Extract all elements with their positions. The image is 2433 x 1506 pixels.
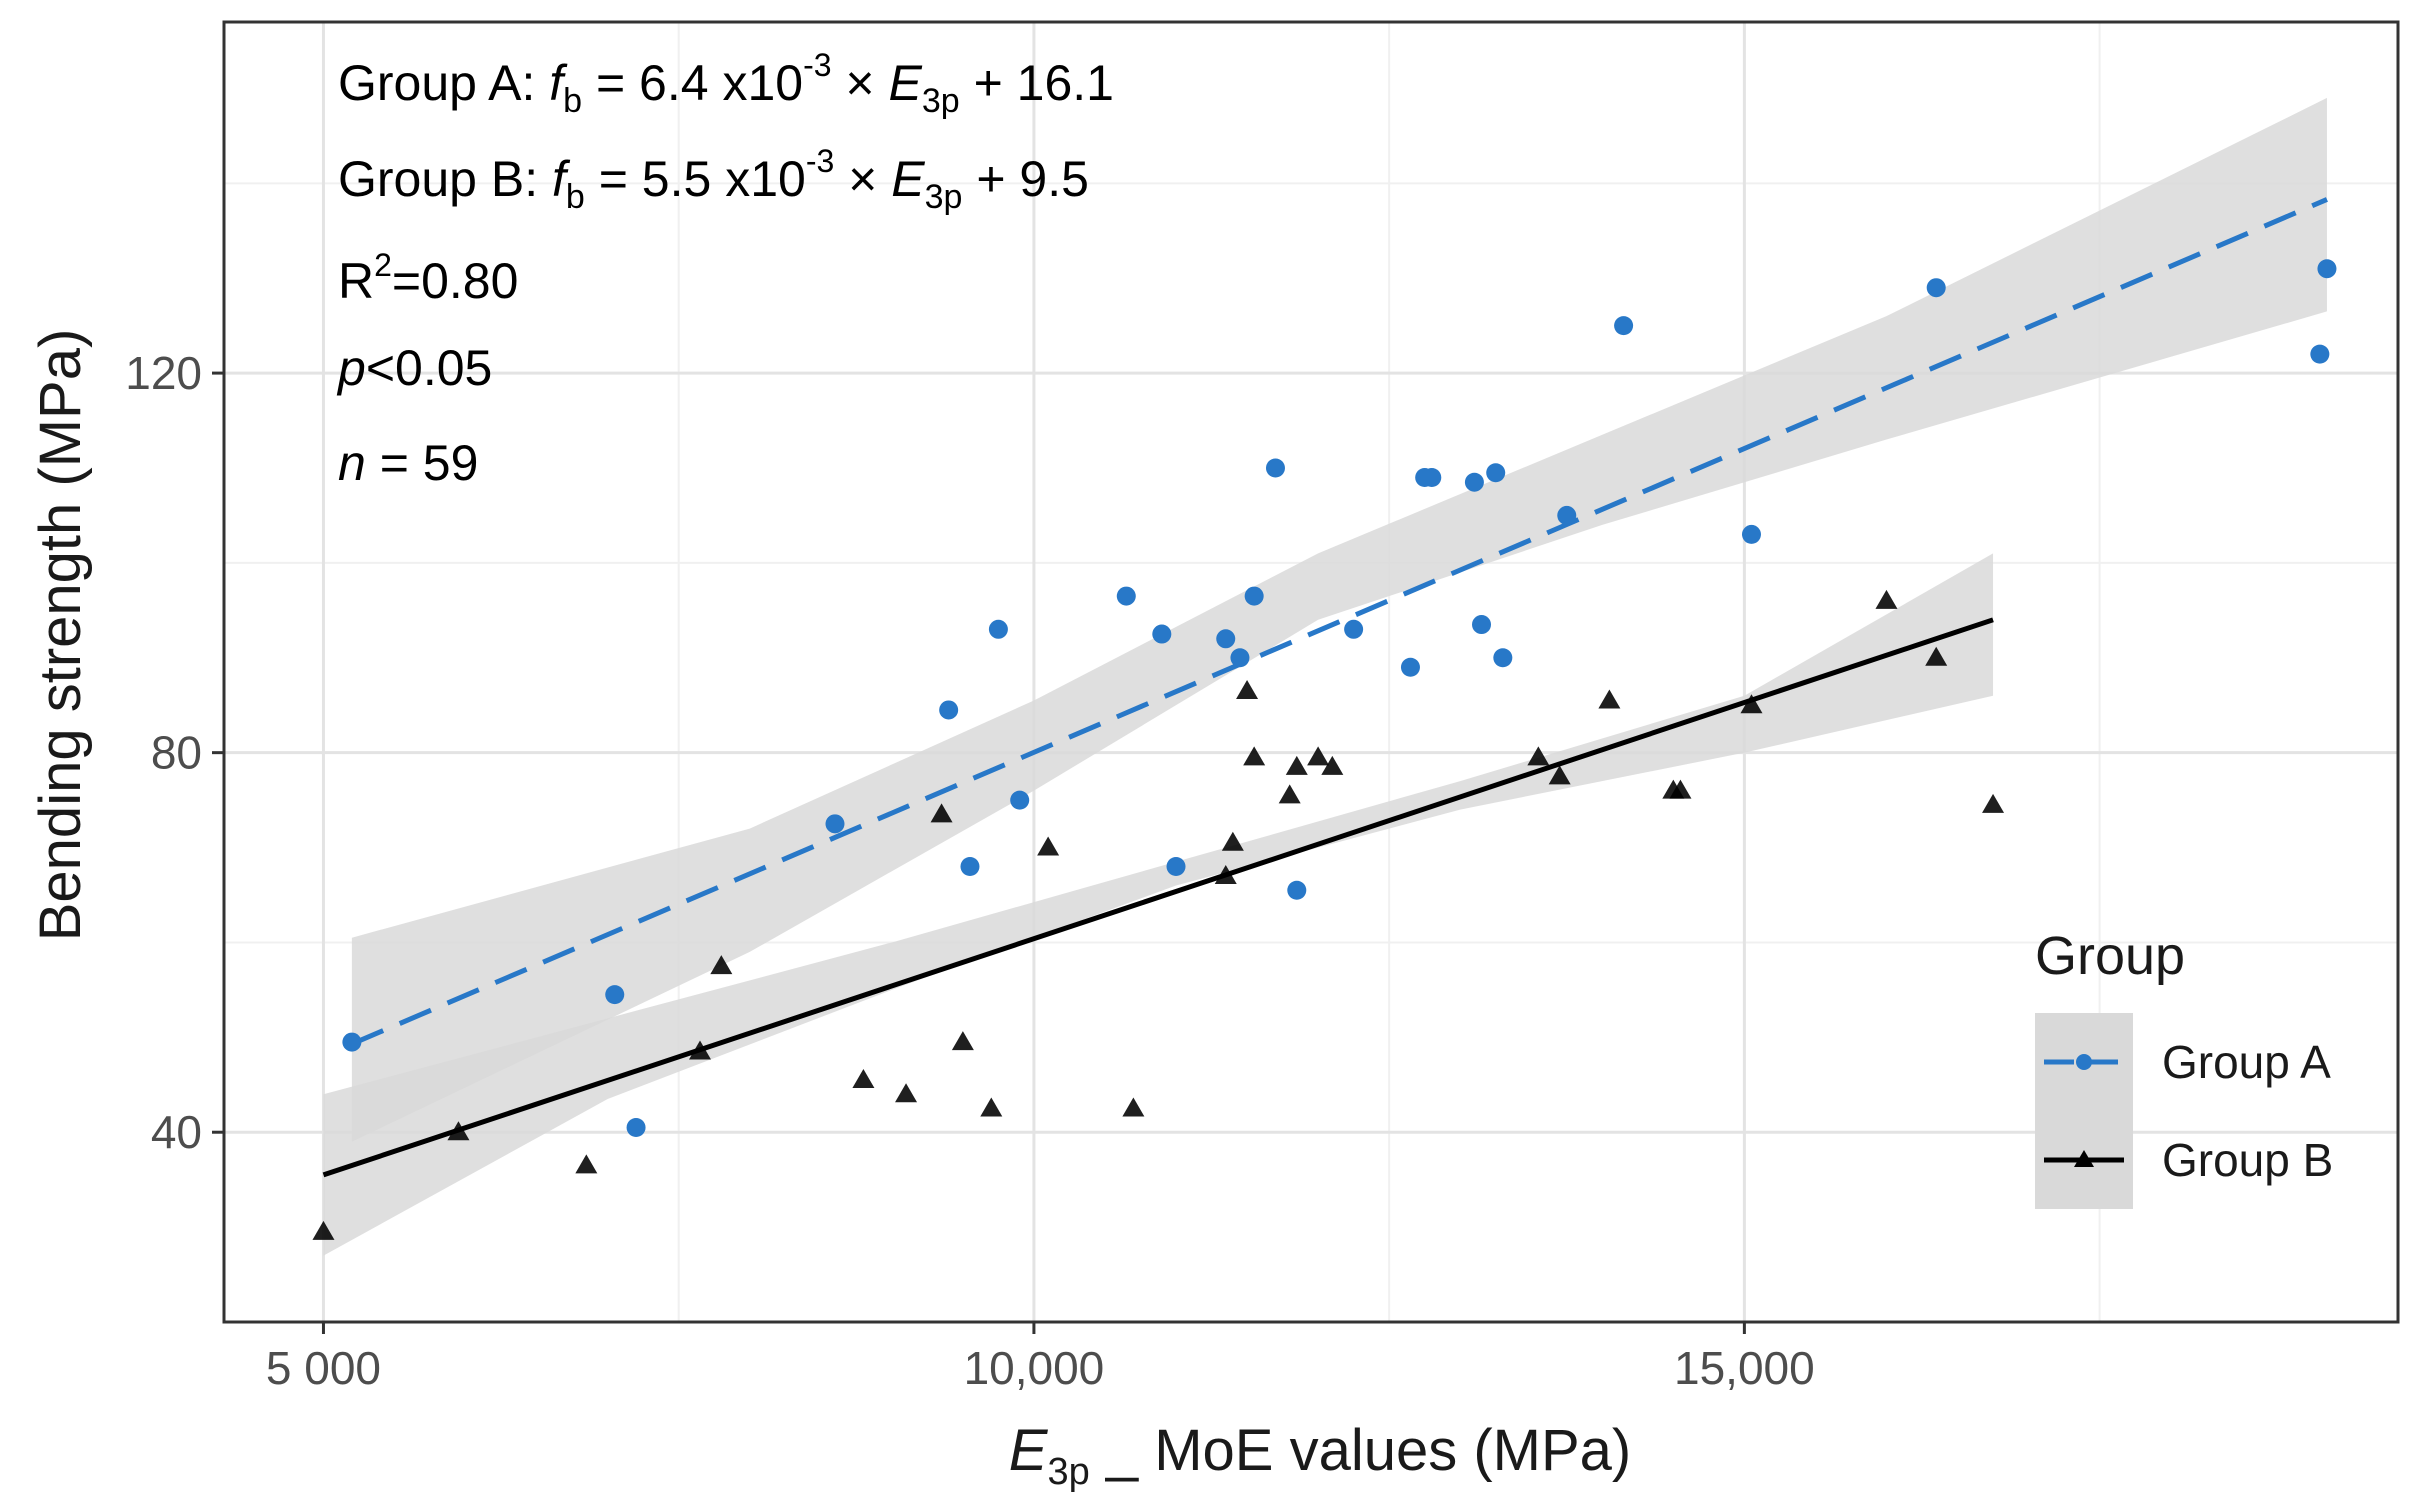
data-point-group-b bbox=[1037, 836, 1060, 856]
data-point-group-a bbox=[1400, 657, 1420, 677]
data-point-group-a bbox=[1230, 648, 1250, 668]
fit-lines bbox=[322, 197, 2328, 1178]
data-point-group-b bbox=[710, 955, 733, 975]
legend-label-b: Group B bbox=[2162, 1134, 2333, 1186]
panel-border bbox=[222, 20, 2400, 1324]
data-point-group-b bbox=[1236, 679, 1259, 699]
data-point-group-b bbox=[1214, 865, 1237, 885]
data-point-group-a bbox=[1152, 624, 1172, 644]
axis-ticks: 5 000 10,000 15,000 40 80 120 bbox=[125, 347, 1814, 1394]
data-point-group-b bbox=[1598, 689, 1621, 709]
data-point-group-b bbox=[1740, 694, 1763, 714]
y-tick-label: 120 bbox=[125, 347, 202, 399]
data-point-group-a bbox=[342, 1032, 362, 1052]
data-point-group-a bbox=[605, 985, 625, 1005]
data-point-group-a bbox=[1010, 790, 1030, 810]
data-point-group-a bbox=[939, 700, 959, 720]
legend-key-marker-a bbox=[2076, 1054, 2092, 1070]
legend: Group Group A Group B bbox=[2035, 926, 2333, 1209]
data-point-group-b bbox=[1243, 746, 1266, 766]
data-point-group-a bbox=[960, 857, 980, 877]
data-point-group-a bbox=[1464, 472, 1484, 492]
y-tick-label: 80 bbox=[151, 727, 202, 779]
data-point-group-b bbox=[951, 1031, 974, 1051]
data-point-group-a bbox=[1265, 458, 1285, 478]
data-point-group-a bbox=[1287, 880, 1307, 900]
data-point-group-a bbox=[1486, 463, 1506, 483]
data-point-group-b bbox=[895, 1083, 918, 1103]
p-value-label: p<0.05 bbox=[336, 340, 492, 396]
data-point-group-b bbox=[1875, 589, 1898, 609]
confidence-bands bbox=[323, 97, 2327, 1256]
data-point-group-b bbox=[1122, 1097, 1145, 1117]
data-point-group-a bbox=[988, 619, 1008, 639]
data-point-group-a bbox=[1216, 629, 1236, 649]
data-point-group-a bbox=[1493, 648, 1513, 668]
data-point-group-a bbox=[1422, 467, 1442, 487]
data-point-group-b bbox=[1221, 831, 1244, 851]
data-point-group-a bbox=[1472, 615, 1492, 635]
x-tick-label: 15,000 bbox=[1674, 1342, 1815, 1394]
sample-size-label: n = 59 bbox=[338, 435, 478, 491]
data-point-group-a bbox=[2310, 344, 2330, 364]
x-tick-label: 5 000 bbox=[266, 1342, 381, 1394]
data-point-group-a bbox=[1614, 316, 1634, 336]
data-point-group-b bbox=[852, 1069, 875, 1089]
y-tick-label: 40 bbox=[151, 1106, 202, 1158]
data-point-group-a bbox=[1344, 619, 1364, 639]
data-point-group-a bbox=[2317, 259, 2337, 279]
data-point-group-b bbox=[980, 1097, 1003, 1117]
x-axis-title: E3p _ MoE values (MPa) bbox=[1009, 1418, 1631, 1493]
data-point-group-b bbox=[689, 1040, 712, 1060]
data-point-group-a bbox=[1116, 586, 1136, 606]
data-point-group-b bbox=[312, 1220, 335, 1240]
data-point-group-b bbox=[1278, 784, 1301, 804]
data-point-group-a bbox=[1244, 586, 1264, 606]
legend-title: Group bbox=[2035, 926, 2185, 986]
data-point-group-b bbox=[1527, 746, 1550, 766]
data-point-group-a bbox=[1166, 857, 1186, 877]
data-point-group-a bbox=[1926, 278, 1946, 298]
confidence-band-group-a bbox=[351, 97, 2327, 1142]
data-point-group-b bbox=[1925, 646, 1948, 666]
data-point-group-a bbox=[626, 1117, 646, 1137]
r-squared-label: R2=0.80 bbox=[338, 247, 518, 309]
data-point-group-b bbox=[575, 1154, 598, 1174]
data-point-group-b bbox=[1307, 746, 1330, 766]
annotation-block: Group A: fb = 6.4 x10-3 × E3p + 16.1 Gro… bbox=[336, 47, 1114, 491]
data-point-group-a bbox=[1557, 505, 1577, 525]
legend-label-a: Group A bbox=[2162, 1036, 2331, 1088]
data-points bbox=[312, 259, 2337, 1240]
fit-line-group-b bbox=[322, 617, 1994, 1178]
legend-key-marker-b bbox=[2074, 1150, 2094, 1167]
data-point-group-b bbox=[1285, 755, 1308, 775]
data-point-group-b bbox=[1548, 765, 1571, 785]
data-point-group-b bbox=[447, 1121, 470, 1141]
fit-line-group-a bbox=[350, 197, 2328, 1047]
data-point-group-b bbox=[1982, 793, 2005, 813]
equation-group-a: Group A: fb = 6.4 x10-3 × E3p + 16.1 bbox=[338, 47, 1114, 120]
data-point-group-b bbox=[1669, 779, 1692, 799]
data-point-group-a bbox=[1741, 524, 1761, 544]
data-point-group-b bbox=[1321, 755, 1344, 775]
data-point-group-a bbox=[825, 814, 845, 834]
x-tick-label: 10,000 bbox=[964, 1342, 1105, 1394]
equation-group-b: Group B: fb = 5.5 x10-3 × E3p + 9.5 bbox=[338, 143, 1089, 216]
y-axis-title: Bending strength (MPa) bbox=[28, 329, 93, 942]
data-point-group-b bbox=[930, 803, 953, 823]
